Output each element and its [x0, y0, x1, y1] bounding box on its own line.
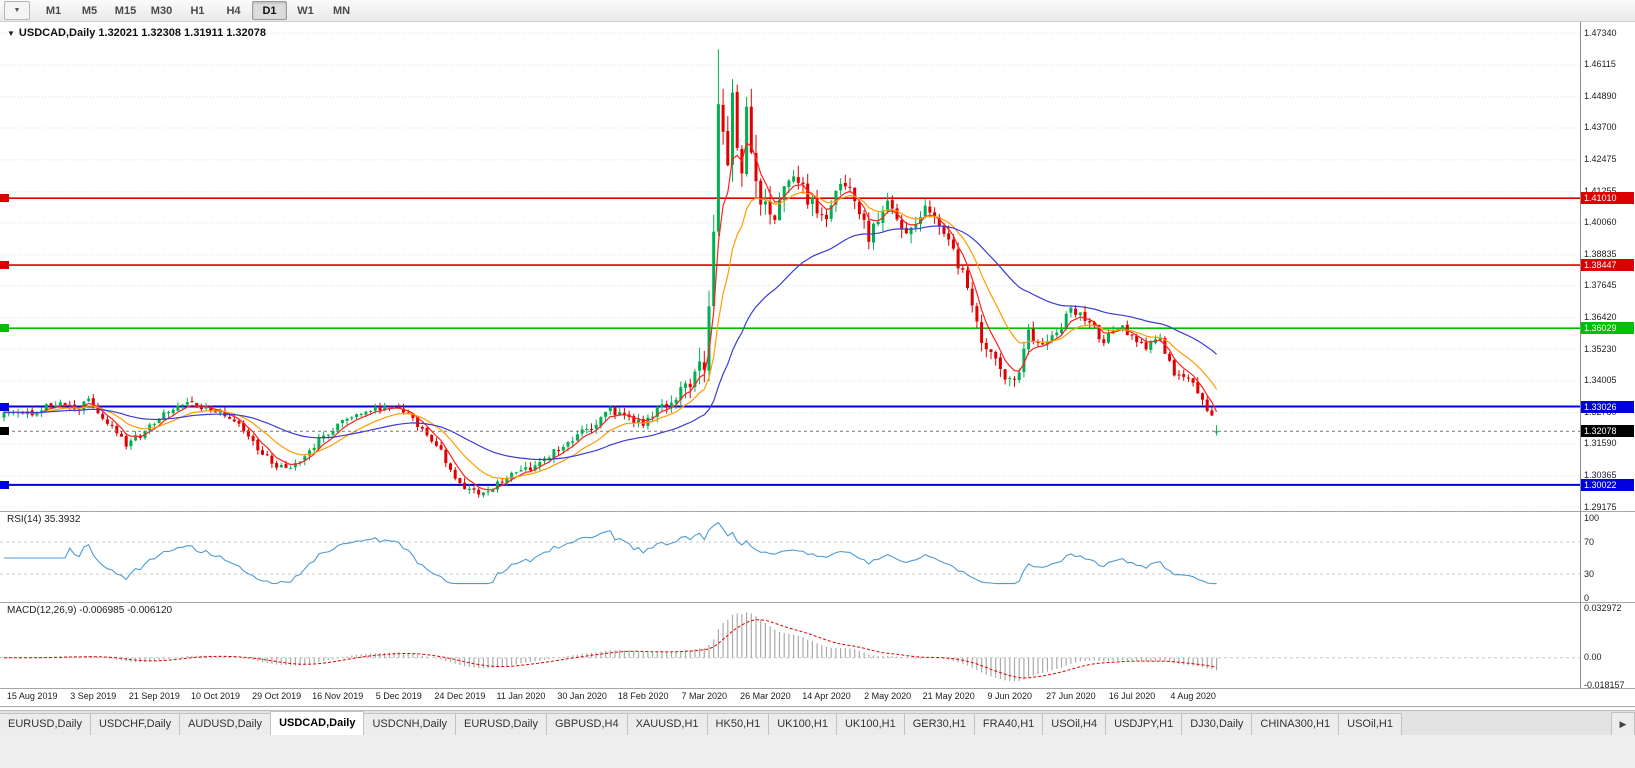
timeframe-button-h4[interactable]: H4 [226, 4, 241, 17]
price-gridlines [0, 32, 1580, 508]
chart-tabs: EURUSD,Daily USDCHF,Daily AUDUSD,Daily USDC… [0, 711, 1402, 735]
chart-tab-usdcad-daily[interactable]: USDCAD,Daily [270, 711, 365, 735]
timeframe-button-m5[interactable]: M5 [81, 4, 98, 17]
chart-tab-dj30-daily[interactable]: DJ30,Daily [1181, 713, 1253, 735]
timeframe-toolbar: ▼ M1 M5 M15 M30 H1 H4 D1 W1 MN [0, 0, 1635, 22]
timeframe-buttons: M1 M5 M15 M30 H1 H4 D1 W1 MN [36, 1, 360, 20]
panel-separators [0, 22, 1635, 707]
chart-tab-audusd-daily[interactable]: AUDUSD,Daily [179, 713, 272, 735]
bottom-spacer [0, 735, 1635, 768]
chart-tab-uk100-h1[interactable]: UK100,H1 [768, 713, 837, 735]
timeframe-button-mn[interactable]: MN [332, 4, 351, 17]
timeframe-button-m30[interactable]: M30 [150, 4, 173, 17]
moving-average-lines [3, 142, 1218, 491]
price-axis[interactable] [1580, 22, 1635, 688]
timeframe-button-w1[interactable]: W1 [297, 4, 314, 17]
chevron-down-icon[interactable]: ▼ [4, 1, 30, 20]
chart-tab-usoil-h4[interactable]: USOil,H4 [1042, 713, 1107, 735]
chart-tab-ger30-h1[interactable]: GER30,H1 [903, 713, 975, 735]
chart-tab-usdjpy-h1[interactable]: USDJPY,H1 [1105, 713, 1183, 735]
macd-panel [0, 612, 1580, 682]
chart-tab-hk50-h1[interactable]: HK50,H1 [706, 713, 770, 735]
chart-tab-eurusd-daily[interactable]: EURUSD,Daily [0, 713, 91, 735]
horizontal-level-lines [0, 197, 1580, 486]
chart-tab-china300-h1[interactable]: CHINA300,H1 [1251, 713, 1340, 735]
timeframe-button-h1[interactable]: H1 [190, 4, 205, 17]
chart-tabbar: EURUSD,Daily USDCHF,Daily AUDUSD,Daily USDC… [0, 710, 1635, 735]
chart-tab-usdcnh-daily[interactable]: USDCNH,Daily [363, 713, 457, 735]
chart-tab-eurusd-daily[interactable]: EURUSD,Daily [455, 713, 547, 735]
chart-tab-fra40-h1[interactable]: FRA40,H1 [973, 713, 1044, 735]
rsi-panel [0, 521, 1580, 585]
chart-tab-gbpusd-h4[interactable]: GBPUSD,H4 [546, 713, 628, 735]
chart-tab-xauusd-h1[interactable]: XAUUSD,H1 [626, 713, 708, 735]
timeframe-button-m15[interactable]: M15 [114, 4, 137, 17]
tab-scroll-right-icon[interactable]: ▶ [1611, 712, 1635, 735]
chart-tab-usdchf-daily[interactable]: USDCHF,Daily [89, 713, 181, 735]
chart-tab-uk100-h1[interactable]: UK100,H1 [835, 713, 905, 735]
timeframe-button-m1[interactable]: M1 [45, 4, 62, 17]
chart-tab-usoil-h1[interactable]: USOil,H1 [1338, 713, 1402, 735]
timeframe-button-d1[interactable]: D1 [252, 1, 287, 20]
